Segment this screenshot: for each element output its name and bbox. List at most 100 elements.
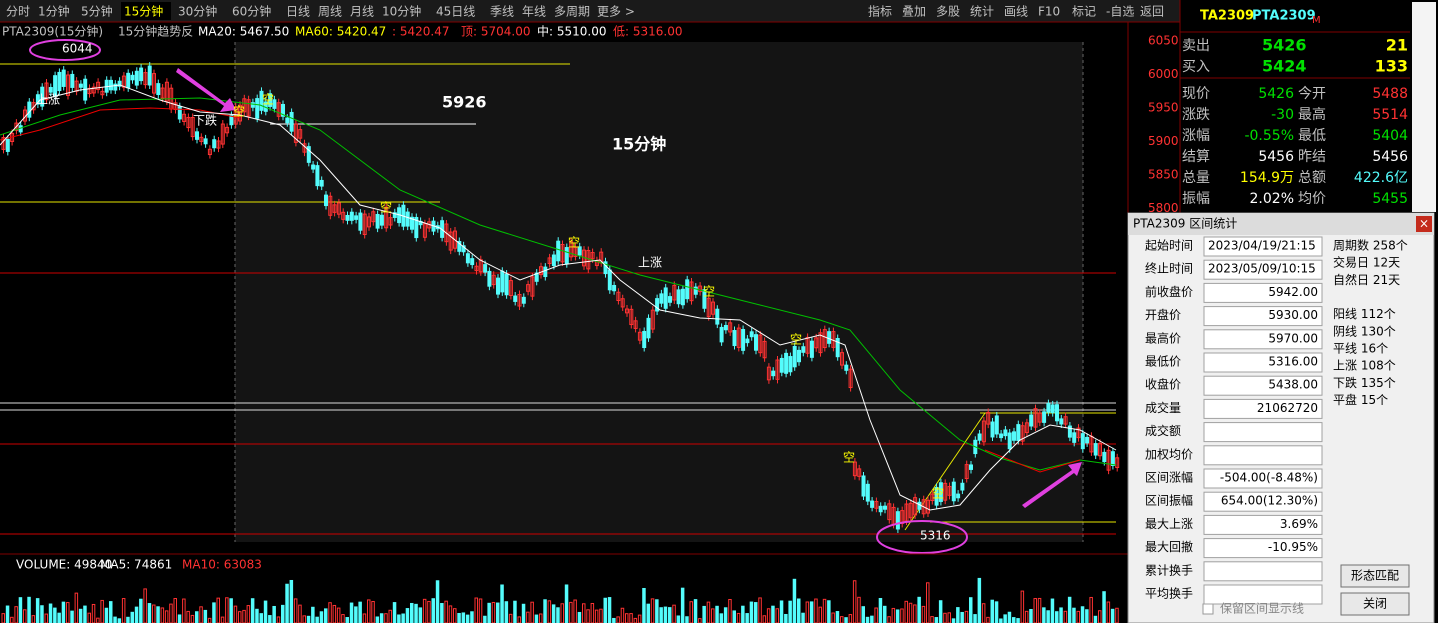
candle xyxy=(199,136,204,142)
tab[interactable]: 30分钟 xyxy=(178,4,217,19)
candle xyxy=(212,139,217,149)
tab[interactable]: 5分钟 xyxy=(81,4,113,19)
close-icon[interactable] xyxy=(1416,216,1432,232)
candle xyxy=(405,211,410,227)
candle xyxy=(328,195,333,216)
close-x[interactable]: × xyxy=(1419,217,1429,231)
tab[interactable]: 1分钟 xyxy=(38,4,70,19)
button[interactable] xyxy=(1340,564,1410,588)
volume-bar xyxy=(414,603,418,623)
tab[interactable]: 周线 xyxy=(318,5,342,19)
candle xyxy=(1076,427,1081,439)
volume-bar xyxy=(457,612,461,623)
tab[interactable]: 月线 xyxy=(350,5,374,19)
candle xyxy=(857,468,862,477)
volume-bar xyxy=(977,577,982,623)
candle xyxy=(315,165,320,187)
annotation: 下跌 xyxy=(193,113,217,128)
volume-bar xyxy=(1085,609,1089,623)
tab[interactable]: 日线 xyxy=(286,5,310,19)
volume-bar xyxy=(663,606,668,623)
indicator-value: 顶: 5704.00 xyxy=(461,25,530,39)
price-label: 5800 xyxy=(1148,201,1179,215)
toolbar-button[interactable]: F10 xyxy=(1038,5,1060,19)
candle xyxy=(508,280,513,296)
candle xyxy=(371,211,376,223)
volume-bar xyxy=(53,607,57,623)
volume-bar xyxy=(831,612,835,623)
candle xyxy=(969,464,973,470)
candle xyxy=(719,326,724,343)
tab[interactable]: 15分钟 xyxy=(124,4,163,19)
volume-bar xyxy=(569,601,573,623)
book-qty: 133 xyxy=(1375,57,1408,76)
volume-bar xyxy=(745,613,749,623)
annotation: 5316 xyxy=(920,529,951,543)
button-label[interactable]: 形态匹配 xyxy=(1351,569,1399,583)
candle xyxy=(801,346,806,353)
toolbar-button[interactable]: 画线 xyxy=(1004,5,1028,19)
volume-bar xyxy=(121,598,126,623)
candle xyxy=(177,106,182,120)
quote-value: 5455 xyxy=(1372,191,1408,207)
tab[interactable]: 10分钟 xyxy=(382,4,421,19)
candle xyxy=(341,211,346,220)
candle xyxy=(693,286,698,295)
volume-bar xyxy=(474,597,478,623)
toolbar-button[interactable]: 叠加 xyxy=(902,5,926,19)
candle xyxy=(788,356,793,373)
field-label: 终止时间 xyxy=(1145,261,1193,276)
volume-bar xyxy=(1106,601,1111,623)
book-price: 5424 xyxy=(1262,57,1307,76)
volume-bar xyxy=(771,605,775,623)
tab[interactable]: 分时 xyxy=(6,5,30,19)
volume-bar xyxy=(1007,611,1012,623)
book-price: 5426 xyxy=(1262,36,1307,55)
volume-bar xyxy=(27,596,31,623)
dialog-title-bar xyxy=(1128,213,1434,235)
tab[interactable]: 年线 xyxy=(522,5,546,19)
toolbar-button[interactable]: 统计 xyxy=(970,5,994,19)
stat: 平盘 15个 xyxy=(1333,392,1388,407)
tab[interactable]: 多周期 xyxy=(554,5,590,19)
candle xyxy=(126,72,131,89)
tab[interactable]: 45日线 xyxy=(436,5,475,19)
toolbar-button[interactable]: 标记 xyxy=(1072,5,1096,19)
candle xyxy=(1110,451,1115,466)
candle xyxy=(1050,404,1055,414)
volume-bar xyxy=(44,613,48,623)
candle xyxy=(530,276,535,297)
button[interactable] xyxy=(1340,592,1410,616)
toolbar-button[interactable]: -自选 xyxy=(1106,5,1134,19)
volume-bar xyxy=(255,608,259,623)
toolbar-button[interactable]: 返回 xyxy=(1140,5,1164,19)
tab[interactable]: 更多 > xyxy=(597,5,635,19)
toolbar-button[interactable]: 多股 xyxy=(936,5,960,19)
field-value: 5930.00 xyxy=(1268,308,1318,322)
volume-bar xyxy=(607,597,612,623)
volume-bar xyxy=(835,611,840,623)
volume-bar xyxy=(827,600,831,623)
toolbar-button[interactable]: 指标 xyxy=(868,4,892,19)
tab[interactable]: 季线 xyxy=(490,5,514,19)
volume-bar xyxy=(766,608,771,623)
candle xyxy=(543,266,548,278)
button-label[interactable]: 关闭 xyxy=(1363,597,1387,611)
volume-bar xyxy=(281,604,285,623)
candle xyxy=(1033,408,1038,428)
volume-bar xyxy=(1029,609,1033,623)
volume-bar xyxy=(354,606,358,623)
tab[interactable]: 60分钟 xyxy=(232,4,271,19)
price-label: 5900 xyxy=(1148,134,1179,148)
price-label: 5950 xyxy=(1148,101,1179,115)
candle xyxy=(642,330,647,349)
candle xyxy=(564,247,569,265)
checkbox[interactable] xyxy=(1202,603,1214,615)
volume-bar xyxy=(461,612,466,623)
quote-label: 今开 xyxy=(1298,86,1326,102)
field-value: 5316.00 xyxy=(1268,355,1318,369)
candle xyxy=(27,101,32,118)
candle xyxy=(779,357,784,373)
volume-bars xyxy=(1,577,1119,623)
volume-bar xyxy=(487,602,491,623)
